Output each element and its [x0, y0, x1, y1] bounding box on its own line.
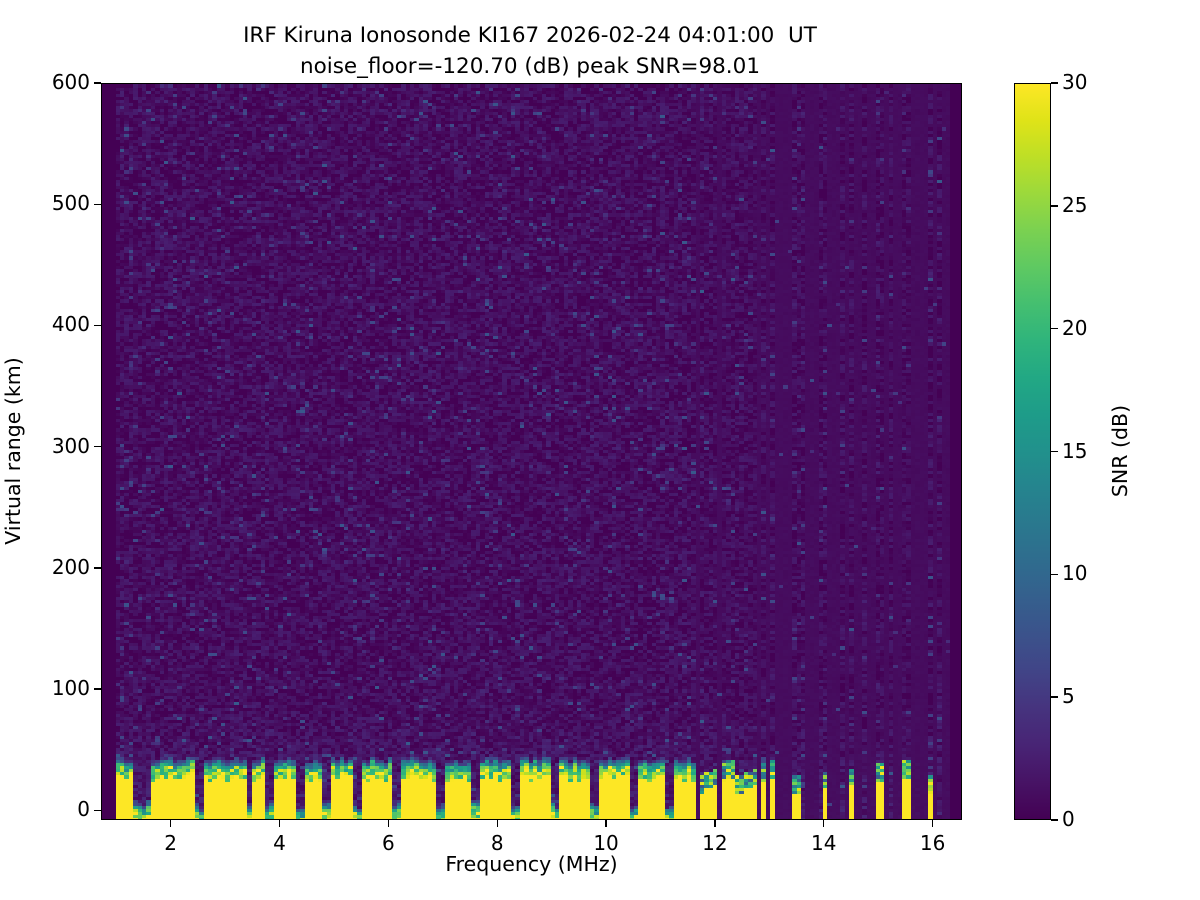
x-tick-label: 14 [811, 831, 837, 855]
colorbar-tick-label: 20 [1062, 315, 1088, 340]
ionogram-heatmap-canvas[interactable] [102, 84, 961, 819]
y-tick-label: 300 [51, 433, 90, 458]
colorbar-tick-mark [1051, 327, 1058, 330]
y-tick-label: 200 [51, 554, 90, 579]
colorbar-tick-label: 0 [1062, 807, 1075, 831]
x-axis-label: Frequency (MHz) [445, 852, 618, 876]
x-tick-mark [605, 820, 607, 827]
y-tick-mark [94, 445, 101, 448]
colorbar-tick-label: 15 [1062, 438, 1088, 463]
colorbar-tick-mark [1051, 205, 1058, 207]
colorbar-tick-mark [1051, 819, 1058, 821]
colorbar-label: SNR (dB) [1108, 404, 1132, 498]
y-tick-label: 600 [51, 70, 90, 94]
y-axis-label: Virtual range (km) [1, 357, 25, 545]
x-tick-label: 16 [919, 831, 946, 855]
colorbar-tick-label: 5 [1062, 684, 1075, 709]
x-tick-label: 6 [381, 831, 395, 855]
colorbar-gradient [1015, 84, 1050, 819]
colorbar-tick-mark [1051, 573, 1058, 576]
colorbar-tick-mark [1051, 450, 1058, 453]
x-tick-label: 12 [702, 831, 728, 855]
heatmap-plot-area[interactable] [101, 83, 962, 820]
x-tick-mark [169, 820, 172, 827]
colorbar[interactable] [1014, 83, 1051, 820]
colorbar-tick-mark [1051, 82, 1058, 84]
y-tick-mark [94, 567, 101, 569]
x-tick-mark [496, 820, 498, 827]
colorbar-tick-label: 25 [1062, 192, 1088, 217]
x-tick-mark [714, 820, 716, 827]
colorbar-tick-mark [1051, 696, 1058, 698]
title-line-1: IRF Kiruna Ionosonde KI167 2026-02-24 04… [243, 23, 817, 48]
y-tick-mark [94, 809, 101, 811]
y-tick-mark [94, 82, 101, 84]
x-tick-label: 10 [593, 831, 619, 855]
x-tick-mark [278, 820, 281, 827]
y-tick-label: 500 [51, 191, 90, 216]
x-tick-label: 4 [273, 831, 286, 855]
title-line-2: noise_floor=-120.70 (dB) peak SNR=98.01 [299, 54, 761, 79]
x-tick-mark [823, 820, 825, 827]
colorbar-tick-label: 10 [1062, 561, 1088, 586]
y-tick-mark [94, 688, 101, 690]
x-tick-mark [387, 820, 390, 827]
y-tick-label: 400 [51, 312, 90, 337]
y-tick-mark [94, 203, 101, 205]
y-tick-label: 100 [51, 676, 90, 701]
colorbar-tick-label: 30 [1062, 70, 1088, 94]
page-title: IRF Kiruna Ionosonde KI167 2026-02-24 04… [0, 20, 1060, 82]
x-tick-mark [931, 820, 934, 827]
y-tick-mark [94, 324, 101, 327]
x-tick-label: 2 [164, 831, 178, 855]
x-tick-label: 8 [490, 831, 504, 855]
y-tick-label: 0 [77, 797, 90, 822]
